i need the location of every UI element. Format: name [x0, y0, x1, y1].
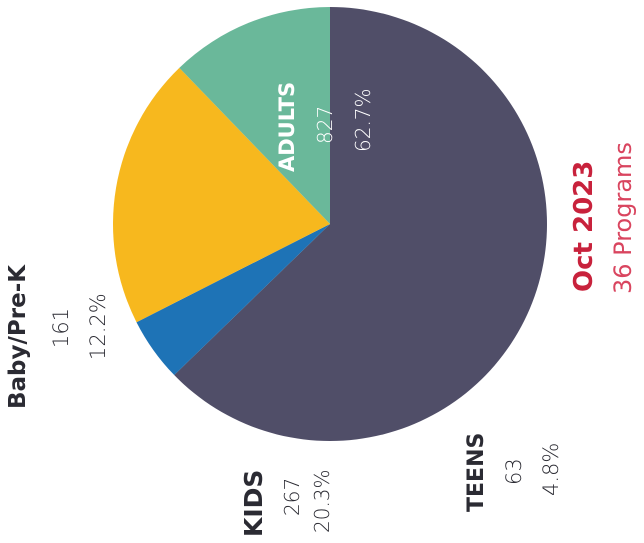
slice-percent-baby-prek: 12.2% — [86, 293, 110, 360]
slice-label-adults: ADULTS — [275, 81, 299, 172]
chart-subtitle: 36 Programs — [609, 142, 637, 294]
slice-teens — [136, 224, 330, 376]
slice-label-kids: KIDS — [239, 469, 268, 537]
slice-count-baby-prek: 161 — [49, 307, 73, 348]
chart-title: Oct 2023 — [569, 160, 599, 292]
slice-count-adults: 827 — [313, 105, 337, 144]
slice-label-teens: TEENS — [464, 432, 489, 512]
slice-adults — [174, 7, 547, 441]
slice-count-kids: 267 — [280, 477, 304, 516]
slice-percent-adults: 62.7% — [351, 88, 375, 152]
slice-label-baby-prek: Baby/Pre-K — [5, 264, 31, 409]
slice-baby-prek — [179, 7, 330, 224]
slice-percent-teens: 4.8% — [539, 442, 563, 496]
pie-slices — [112, 7, 547, 441]
slice-kids — [112, 67, 330, 323]
slice-count-teens: 63 — [502, 458, 526, 485]
slice-percent-kids: 20.3% — [310, 469, 334, 533]
